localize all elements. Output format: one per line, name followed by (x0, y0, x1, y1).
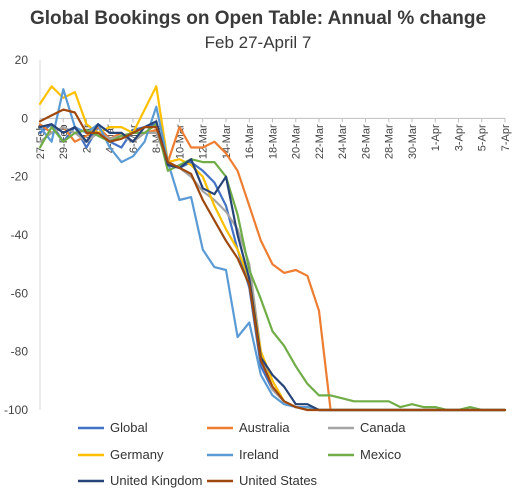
x-tick-label: 3-Apr (454, 124, 466, 151)
series-line-global (38, 123, 507, 412)
legend-label: Germany (110, 447, 164, 462)
x-tick-label: 18-Mar (268, 124, 280, 159)
x-tick-label: 16-Mar (244, 124, 256, 159)
legend-label: Mexico (360, 447, 401, 462)
x-tick-label: 30-Mar (407, 124, 419, 159)
x-tick-label: 12-Mar (198, 124, 210, 159)
series-line-united-kingdom (38, 120, 507, 412)
x-tick-label: 20-Mar (291, 124, 303, 159)
chart-title: Global Bookings on Open Table: Annual % … (30, 8, 486, 29)
legend-label: United Kingdom (110, 473, 203, 488)
y-tick-label: -80 (11, 345, 29, 359)
x-tick-label: 5-Apr (477, 124, 489, 151)
x-tick-label: 1-Apr (430, 124, 442, 151)
y-tick-label: 20 (15, 53, 29, 67)
series-line-mexico (38, 123, 507, 412)
y-tick-label: 0 (21, 111, 28, 125)
x-tick-label: 24-Mar (337, 124, 349, 159)
series-line-canada (38, 125, 507, 412)
series-line-australia (38, 123, 507, 412)
x-tick-label: 28-Mar (384, 124, 396, 159)
y-tick-label: -20 (11, 170, 29, 184)
x-tick-label: 7-Apr (500, 124, 512, 151)
x-tick-label: 22-Mar (314, 124, 326, 159)
y-axis: 20 0 -20 -40 -60 -80 -100 (4, 53, 41, 417)
y-tick-label: -60 (11, 286, 29, 300)
x-tick-label: 26-Mar (361, 124, 373, 159)
legend-label: Global (110, 420, 148, 435)
legend-label: Australia (239, 420, 290, 435)
legend-label: Ireland (239, 447, 279, 462)
legend-label: Canada (360, 420, 406, 435)
chart-subtitle: Feb 27-April 7 (205, 33, 312, 52)
y-tick-label: -40 (11, 228, 29, 242)
legend: Global Australia Canada Germany Ireland Mexic… (78, 420, 406, 488)
legend-label: United States (239, 473, 318, 488)
y-tick-label: -100 (4, 403, 28, 417)
series-layer (38, 85, 507, 412)
series-line-united-states (38, 108, 507, 412)
